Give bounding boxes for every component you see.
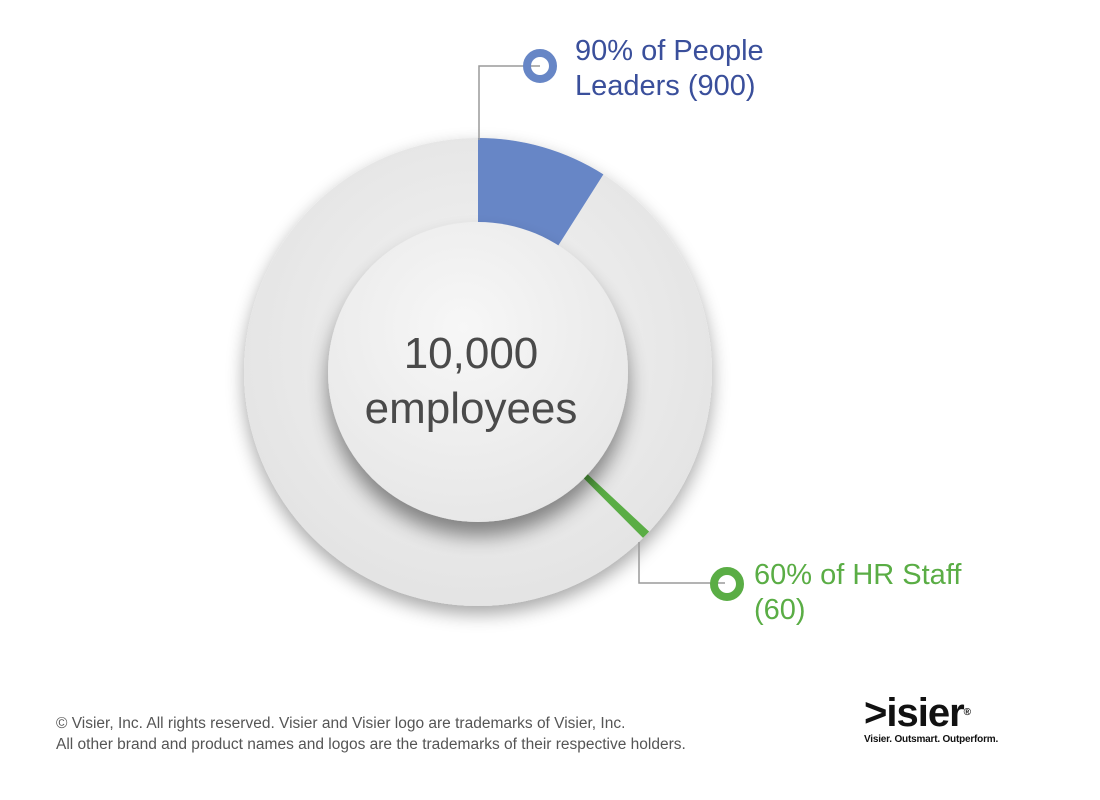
hr-leader-line bbox=[638, 542, 725, 584]
hr-callout-line1: 60% of HR Staff bbox=[754, 559, 962, 591]
leaders-callout-line2: Leaders (900) bbox=[575, 70, 756, 102]
logo-tagline: Visier. Outsmart. Outperform. bbox=[864, 734, 999, 745]
leaders-marker-dot bbox=[523, 49, 557, 83]
logo-wordmark: >isier® bbox=[864, 691, 971, 735]
center-total: 10,000 bbox=[404, 329, 539, 378]
hr-callout-line2: (60) bbox=[754, 594, 806, 626]
hr-marker-dot bbox=[710, 567, 744, 601]
inner-circle bbox=[328, 222, 628, 522]
copyright-footer: © Visier, Inc. All rights reserved. Visi… bbox=[56, 713, 686, 755]
leaders-callout-label: 90% of People Leaders (900) bbox=[575, 34, 875, 104]
hr-callout-label: 60% of HR Staff (60) bbox=[754, 558, 1054, 628]
leaders-callout-line1: 90% of People bbox=[575, 35, 764, 67]
visier-logo: >isier® Visier. Outsmart. Outperform. bbox=[864, 691, 1004, 745]
center-sublabel: employees bbox=[365, 384, 578, 433]
copyright-line1: © Visier, Inc. All rights reserved. Visi… bbox=[56, 715, 626, 732]
copyright-line2: All other brand and product names and lo… bbox=[56, 736, 686, 753]
leaders-leader-line bbox=[478, 65, 540, 140]
